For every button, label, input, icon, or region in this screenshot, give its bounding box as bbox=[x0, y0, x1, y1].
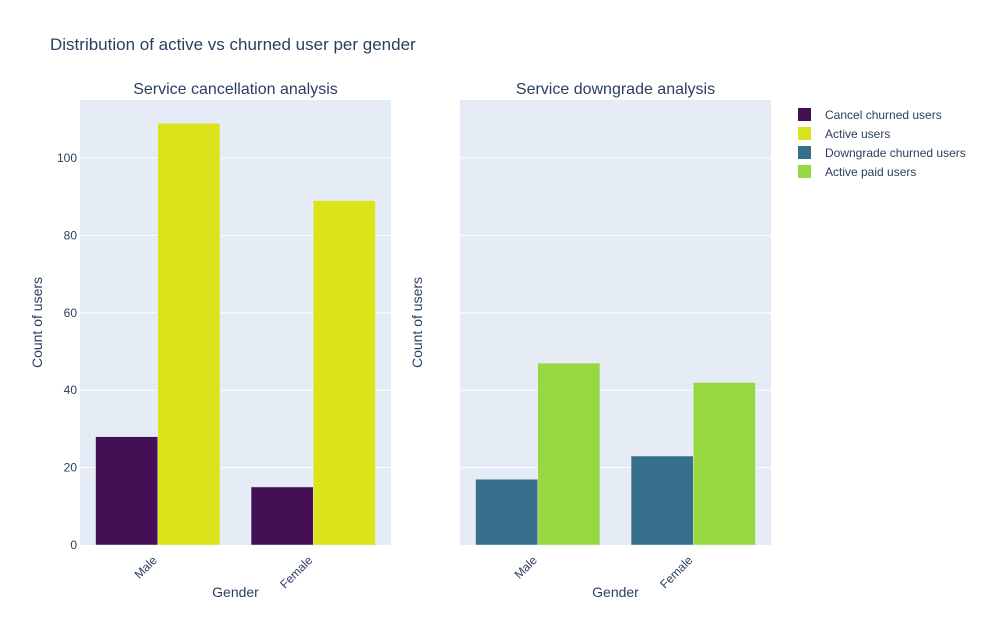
y-tick-label: 80 bbox=[64, 228, 78, 242]
y-tick-label: 100 bbox=[57, 151, 77, 165]
bar-active-paid-users-female[interactable] bbox=[693, 382, 756, 546]
y-tick-label: 60 bbox=[64, 306, 78, 320]
subplot-title: Service downgrade analysis bbox=[516, 81, 715, 98]
x-tick-label: Female bbox=[277, 553, 315, 591]
bar-active-users-male[interactable] bbox=[157, 122, 221, 546]
bar-downgrade-churned-users-male[interactable] bbox=[475, 478, 538, 546]
x-tick-label: Male bbox=[132, 553, 161, 582]
legend-label: Cancel churned users bbox=[825, 108, 942, 122]
subplots: 0 20 40 60 80 100 Male Female Service cancellati… bbox=[29, 81, 771, 600]
legend-swatch bbox=[798, 108, 811, 121]
legend-label: Active users bbox=[825, 127, 890, 141]
legend-item[interactable]: Active users bbox=[798, 127, 890, 141]
subplot-2: Male Female Service downgrade analysis Gend… bbox=[409, 81, 771, 600]
x-tick-label: Female bbox=[657, 553, 695, 591]
bar-cancel-churned-users-female[interactable] bbox=[250, 486, 314, 546]
bar-cancel-churned-users-male[interactable] bbox=[95, 436, 159, 546]
y-tick-label: 40 bbox=[64, 383, 78, 397]
y-axis-title: Count of users bbox=[29, 277, 45, 368]
legend-item[interactable]: Active paid users bbox=[798, 165, 916, 179]
subplot-title: Service cancellation analysis bbox=[133, 81, 338, 98]
bar-active-users-female[interactable] bbox=[313, 200, 376, 546]
legend-label: Active paid users bbox=[825, 165, 916, 179]
legend-item[interactable]: Cancel churned users bbox=[798, 108, 942, 122]
bar-active-paid-users-male[interactable] bbox=[537, 362, 601, 546]
y-tick-label: 0 bbox=[70, 538, 77, 552]
legend-swatch bbox=[798, 146, 811, 159]
x-tick-label: Male bbox=[512, 553, 541, 582]
x-axis-title: Gender bbox=[212, 584, 259, 600]
legend-label: Downgrade churned users bbox=[825, 146, 966, 160]
chart-title: Distribution of active vs churned user p… bbox=[50, 35, 416, 54]
x-axis-title: Gender bbox=[592, 584, 639, 600]
legend: Cancel churned users Active users Downgrad… bbox=[798, 108, 966, 179]
subplot-1: 0 20 40 60 80 100 Male Female Service cancellati… bbox=[29, 81, 391, 600]
legend-item[interactable]: Downgrade churned users bbox=[798, 146, 966, 160]
y-tick-label: 20 bbox=[64, 461, 78, 475]
y-axis-title: Count of users bbox=[409, 277, 425, 368]
legend-swatch bbox=[798, 165, 811, 178]
legend-swatch bbox=[798, 127, 811, 140]
bar-downgrade-churned-users-female[interactable] bbox=[630, 455, 694, 546]
